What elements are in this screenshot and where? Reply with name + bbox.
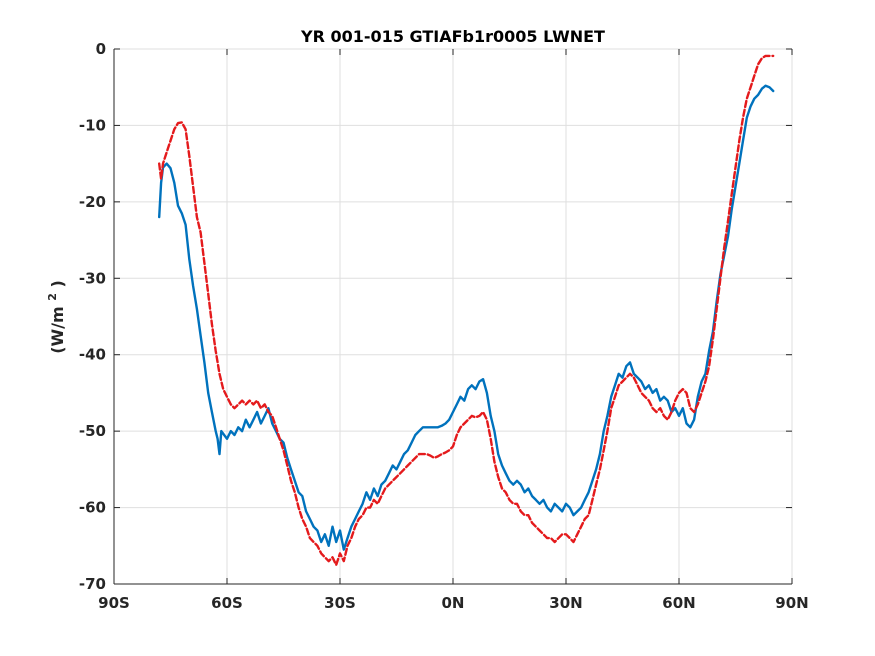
y-axis-label-end: ) [48, 280, 67, 287]
tick-labels: 90S 60S 30S 0N 30N 60N 90N 0 -10 -20 -30 -40 -50 -60 -… [79, 40, 809, 612]
y-tick-label: -70 [79, 575, 106, 593]
x-tick-label: 90N [775, 594, 808, 612]
y-tick-label: -60 [79, 499, 106, 517]
x-tick-label: 60S [211, 594, 243, 612]
x-tick-label: 30N [549, 594, 582, 612]
series-line-1 [157, 54, 775, 567]
chart-title: YR 001-015 GTIAFb1r0005 LWNET [300, 27, 605, 46]
x-tick-label: 0N [442, 594, 465, 612]
x-tick-label: 30S [324, 594, 356, 612]
y-tick-label: -40 [79, 346, 106, 364]
y-axis-label: (W/m 2 ) [41, 280, 67, 354]
series-line-0 [157, 84, 775, 551]
series-layer [157, 54, 775, 567]
x-tick-label: 60N [662, 594, 695, 612]
axes [113, 48, 793, 585]
y-tick-label: -30 [79, 269, 106, 287]
x-tick-label: 90S [98, 594, 130, 612]
y-tick-label: -10 [79, 116, 106, 134]
y-tick-label: 0 [96, 40, 106, 58]
y-axis-label-superscript: 2 [46, 293, 59, 301]
y-tick-label: -20 [79, 193, 106, 211]
grid [113, 48, 793, 585]
y-axis-label-main: (W/m [48, 306, 67, 353]
y-tick-label: -50 [79, 422, 106, 440]
